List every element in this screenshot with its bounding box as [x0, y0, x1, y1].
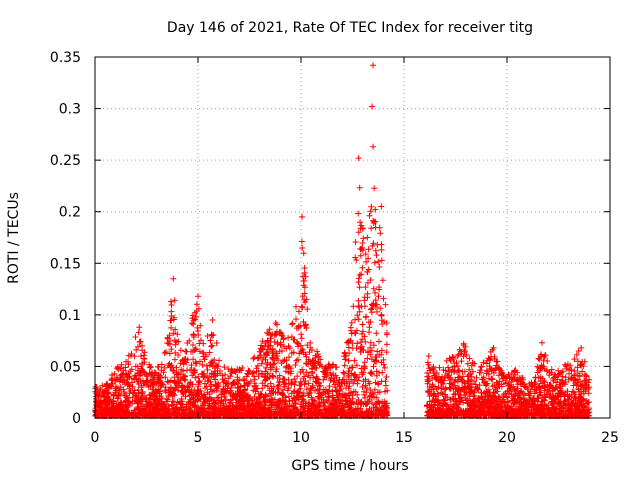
- data-point: [578, 344, 585, 351]
- chart-title: Day 146 of 2021, Rate Of TEC Index for r…: [167, 20, 533, 36]
- data-point: [136, 324, 143, 331]
- x-tick-label: 25: [601, 430, 619, 446]
- data-point: [299, 213, 306, 220]
- y-tick-label: 0.1: [59, 308, 81, 324]
- axis-ticks: 0 5 10 15 20 25 0 0.05 0.1 0.15 0.2 0.25 0.3 0.35: [50, 50, 619, 446]
- data-point: [369, 103, 376, 110]
- data-point: [378, 203, 385, 210]
- y-tick-label: 0.35: [50, 50, 81, 66]
- data-point: [539, 339, 546, 346]
- data-point: [460, 340, 467, 347]
- y-tick-label: 0.3: [59, 102, 81, 118]
- data-point: [355, 155, 362, 162]
- data-points: [92, 62, 593, 419]
- data-point: [370, 143, 377, 150]
- y-tick-label: 0.05: [50, 359, 81, 375]
- data-point: [170, 275, 177, 282]
- x-tick-label: 15: [395, 430, 413, 446]
- x-tick-label: 0: [91, 430, 100, 446]
- data-point: [425, 353, 432, 360]
- plot-frame: [94, 56, 611, 419]
- y-axis-label: ROTI / TECUs: [6, 192, 22, 284]
- y-tick-label: 0.25: [50, 153, 81, 169]
- x-tick-label: 5: [194, 430, 203, 446]
- data-point: [209, 317, 216, 324]
- x-tick-label: 10: [292, 430, 310, 446]
- y-tick-label: 0.2: [59, 205, 81, 221]
- data-point: [195, 293, 201, 300]
- scatter-cloud: [92, 184, 593, 419]
- data-point: [490, 344, 497, 351]
- y-tick-label: 0: [72, 411, 81, 427]
- y-tick-label: 0.15: [50, 256, 81, 272]
- x-tick-label: 20: [498, 430, 516, 446]
- x-axis-label: GPS time / hours: [291, 458, 408, 474]
- data-point: [370, 62, 377, 69]
- grid-lines: [95, 57, 610, 418]
